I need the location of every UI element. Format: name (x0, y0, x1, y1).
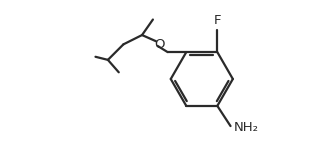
Text: NH₂: NH₂ (234, 121, 259, 134)
Text: F: F (214, 13, 221, 27)
Text: O: O (154, 38, 164, 51)
